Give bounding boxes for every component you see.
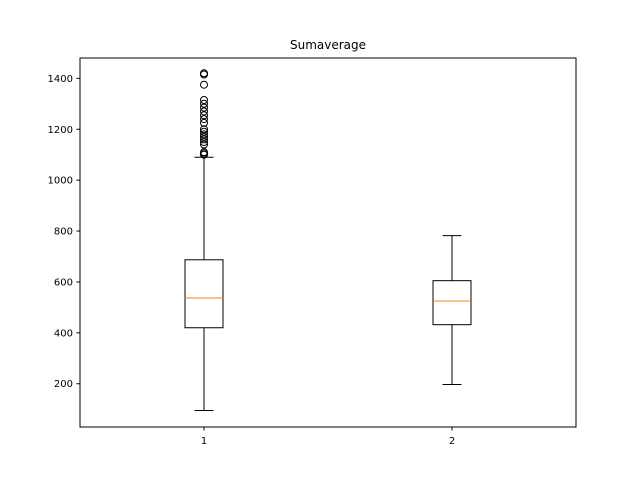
outlier-point — [200, 69, 208, 78]
outlier-point — [200, 99, 208, 108]
outlier-point — [200, 135, 208, 144]
outlier-point — [200, 130, 208, 139]
x-tick-label: 2 — [449, 436, 455, 447]
box-group-2 — [432, 235, 472, 386]
y-tick-label: 1000 — [48, 176, 73, 187]
y-tick-label: 1400 — [48, 74, 73, 85]
chart-title: Sumaverage — [290, 38, 366, 52]
outlier-point — [200, 118, 208, 127]
outlier-point — [200, 127, 208, 136]
plot-frame — [79, 57, 577, 428]
outlier-point — [200, 140, 208, 149]
outlier-point — [200, 95, 208, 104]
outlier-point — [200, 107, 208, 116]
outlier-point — [200, 115, 208, 124]
outlier-point — [200, 103, 208, 112]
outlier-point — [200, 132, 208, 141]
box-iqr — [184, 259, 224, 329]
outlier-point — [200, 137, 208, 146]
outlier-point — [200, 148, 208, 157]
box-group-1 — [184, 69, 224, 411]
box-iqr — [432, 280, 472, 326]
outlier-point — [200, 111, 208, 120]
outlier-point — [200, 125, 208, 134]
y-tick-label: 600 — [54, 277, 73, 288]
axes: 200 400 600 800 1000 1200 1400 1 2 — [48, 57, 577, 447]
y-tick-label: 200 — [54, 379, 73, 390]
plot-area — [184, 69, 472, 411]
y-tick-label: 400 — [54, 328, 73, 339]
x-tick-label: 1 — [201, 436, 207, 447]
outlier-point — [200, 80, 208, 89]
y-tick-label: 800 — [54, 227, 73, 238]
y-tick-label: 1200 — [48, 125, 73, 136]
